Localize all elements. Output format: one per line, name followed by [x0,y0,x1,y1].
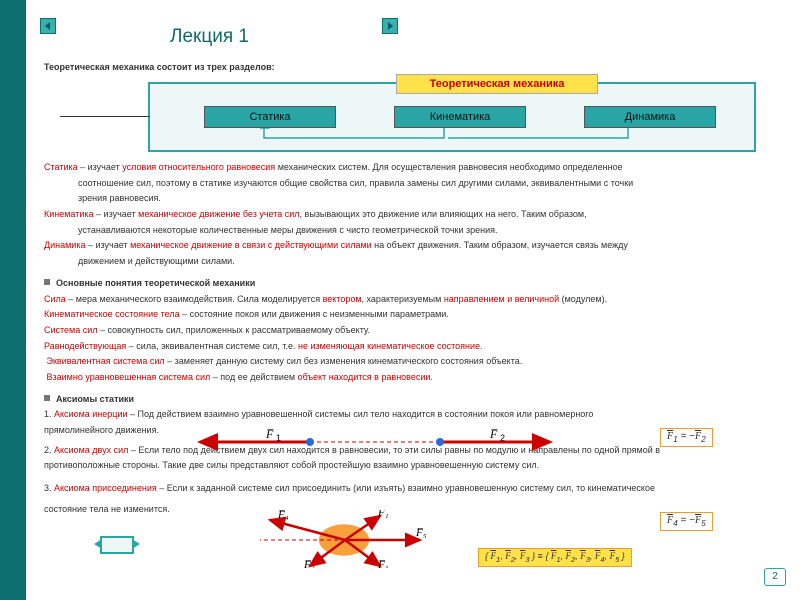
svg-text:F̅₄: F̅₄ [277,510,289,521]
svg-text:F̅₂: F̅₂ [303,559,315,568]
svg-text:F̅: F̅ [489,428,498,441]
equivalence-box: { F1, F2, F3 } ≡ { F1, F2, F3, F4, F5 } [478,548,632,567]
nav-prev-button[interactable] [40,18,56,34]
svg-text:1: 1 [276,433,281,443]
schema-box-statics: Статика [204,106,336,128]
page-number: 2 [764,568,786,586]
force-diagram-two-forces: F̅1 F̅2 [190,428,560,454]
bracket-icon [100,536,134,554]
axioms-heading: Аксиомы статики [56,394,134,404]
schema-box-dynamics: Динамика [584,106,716,128]
svg-text:2: 2 [500,433,505,443]
equation-box-2: F4 = −F5 [660,512,713,531]
equation-box-1: F1 = −F2 [660,428,713,447]
side-stripe [0,0,26,600]
schema-header: Теоретическая механика [396,74,598,94]
arrow-left-icon [43,21,53,31]
schema-connector [260,128,730,146]
svg-text:F̅₅: F̅₅ [415,527,427,539]
nav-next-button[interactable] [382,18,398,34]
concepts-heading: Основные понятия теоретической механики [56,278,255,288]
def-dinamika-term: Динамика [44,240,85,250]
svg-text:F̅₃: F̅₃ [377,559,389,568]
schema-lead-line [60,116,150,117]
svg-text:F̅: F̅ [265,428,274,441]
def-statika-term: Статика [44,162,78,172]
bullet-icon [44,395,50,401]
force-diagram-five-forces: F̅₄ F̅₁ F̅₅ F̅₂ F̅₃ [230,510,460,568]
svg-text:F̅₁: F̅₁ [377,510,389,519]
bullet-icon [44,279,50,285]
schema-box-kinematics: Кинематика [394,106,526,128]
arrow-right-icon [385,21,395,31]
intro-text: Теоретическая механика состоит из трех р… [44,62,275,72]
def-kinematika-term: Кинематика [44,209,94,219]
lecture-title: Лекция 1 [170,26,249,48]
